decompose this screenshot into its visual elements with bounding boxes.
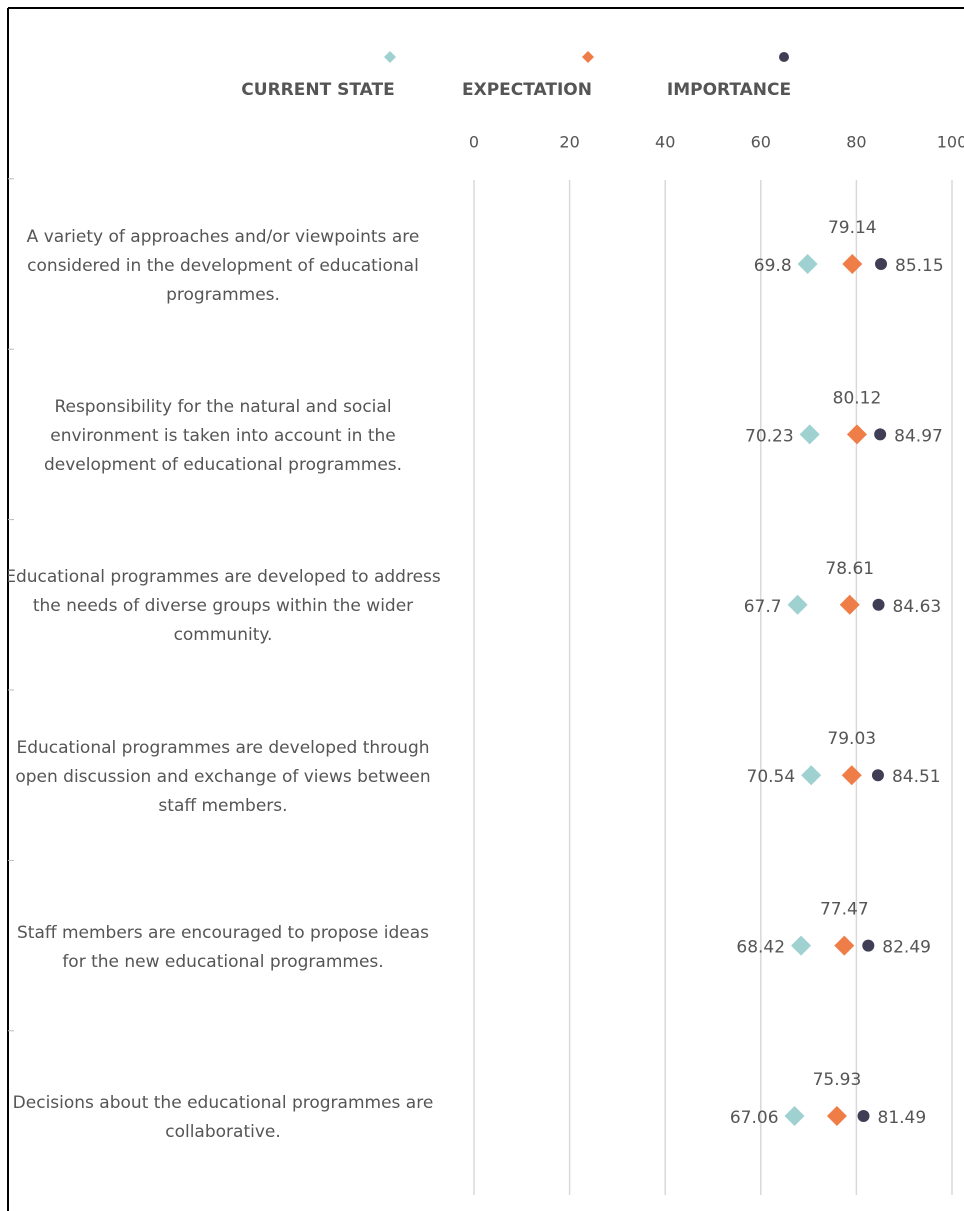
category-label-box: Educational programmes are developed thr… [8, 702, 453, 852]
data-label: 70.54 [747, 767, 796, 787]
legend-marker [384, 51, 396, 63]
data-label: 80.12 [833, 388, 882, 408]
data-label: 84.63 [893, 597, 942, 617]
x-tick-label: 80 [846, 133, 866, 152]
category-label: Educational programmes are developed to … [8, 567, 441, 646]
data-label: 78.61 [825, 559, 874, 579]
x-tick-label: 20 [559, 133, 579, 152]
data-label: 84.97 [894, 426, 943, 446]
diamond-marker [787, 594, 808, 615]
category-label: Responsibility for the natural and socia… [43, 396, 403, 475]
legend-marker [779, 52, 789, 62]
data-label: 81.49 [878, 1108, 927, 1128]
data-label: 84.51 [892, 767, 941, 787]
data-label: 69.8 [754, 256, 792, 276]
dot-marker [872, 598, 885, 611]
data-label: 82.49 [882, 938, 931, 958]
category-label: Staff members are encouraged to propose … [16, 922, 429, 972]
diamond-marker [826, 1106, 847, 1126]
dot-marker [874, 428, 887, 441]
diamond-marker [842, 254, 863, 274]
dot-marker [862, 939, 875, 952]
data-label: 79.03 [827, 729, 876, 749]
legend-label: IMPORTANCE [667, 80, 791, 100]
legend-label: EXPECTATION [462, 80, 592, 100]
x-tick-label: 0 [469, 133, 479, 152]
diamond-marker [797, 254, 818, 274]
category-label-box: Decisions about the educational programm… [8, 1043, 453, 1193]
category-label-box: Educational programmes are developed to … [8, 532, 453, 682]
data-label: 77.47 [820, 900, 869, 920]
legend-marker [582, 51, 594, 63]
data-label: 85.15 [895, 256, 944, 276]
category-label: A variety of approaches and/or viewpoint… [26, 226, 420, 305]
legend-label: CURRENT STATE [241, 80, 394, 100]
category-label-box: Responsibility for the natural and socia… [8, 361, 453, 511]
diamond-marker [841, 765, 862, 786]
diamond-marker [846, 424, 867, 445]
diamond-marker [801, 765, 822, 786]
diamond-marker [784, 1106, 805, 1126]
diamond-marker [791, 935, 812, 956]
data-label: 75.93 [813, 1070, 862, 1090]
data-label: 70.23 [745, 426, 794, 446]
category-label: Educational programmes are developed thr… [15, 737, 431, 816]
diamond-marker [839, 594, 860, 615]
data-label: 67.7 [744, 597, 782, 617]
data-label: 79.14 [828, 218, 877, 238]
data-label: 68.42 [736, 938, 785, 958]
category-label: Decisions about the educational programm… [12, 1093, 434, 1142]
category-label-box: Staff members are encouraged to propose … [8, 873, 453, 1023]
dot-marker [871, 769, 884, 782]
x-tick-label: 60 [751, 133, 771, 152]
data-label: 67.06 [730, 1108, 779, 1128]
x-tick-label: 100 [937, 133, 964, 152]
diamond-marker [799, 424, 820, 445]
diamond-marker [834, 935, 855, 956]
x-tick-label: 40 [655, 133, 675, 152]
dot-marker [875, 258, 888, 270]
dot-marker [857, 1110, 870, 1122]
category-label-box: A variety of approaches and/or viewpoint… [8, 191, 453, 341]
